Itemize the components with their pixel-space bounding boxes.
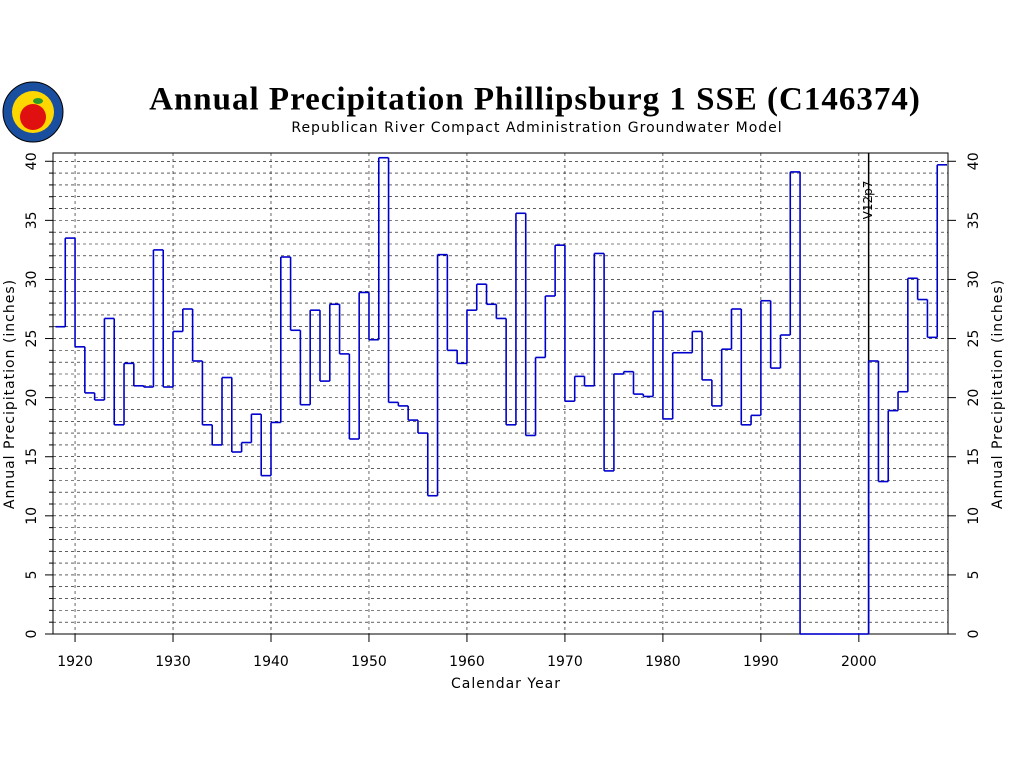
logo bbox=[2, 81, 64, 143]
y-tick-label: 30 bbox=[24, 271, 40, 289]
y2-tick-label: 10 bbox=[966, 507, 982, 525]
y2-tick-label: 5 bbox=[966, 570, 982, 579]
x-tick-label: 1960 bbox=[449, 654, 485, 670]
x-tick-label: 1990 bbox=[743, 654, 779, 670]
y2-tick-label: 25 bbox=[966, 330, 982, 348]
logo-apple bbox=[20, 104, 46, 130]
chart-title: Annual Precipitation Phillipsburg 1 SSE … bbox=[149, 82, 921, 118]
y-tick-label: 35 bbox=[24, 211, 40, 229]
y-tick-label: 10 bbox=[24, 507, 40, 525]
x-tick-label: 2000 bbox=[841, 654, 877, 670]
y2-tick-label: 15 bbox=[966, 448, 982, 466]
x-tick-label: 1930 bbox=[155, 654, 191, 670]
y-tick-label: 15 bbox=[24, 448, 40, 466]
x-axis-label: Calendar Year bbox=[451, 676, 561, 692]
x-tick-label: 1940 bbox=[253, 654, 289, 670]
y2-tick-label: 35 bbox=[966, 211, 982, 229]
y-tick-label: 25 bbox=[24, 330, 40, 348]
y-tick-label: 5 bbox=[24, 570, 40, 579]
y-axis-label: Annual Precipitation (inches) bbox=[2, 279, 18, 509]
chart-subtitle: Republican River Compact Administration … bbox=[291, 120, 782, 136]
logo-leaf bbox=[33, 98, 43, 104]
y2-tick-label: 20 bbox=[966, 389, 982, 407]
x-tick-label: 1980 bbox=[645, 654, 681, 670]
y2-tick-label: 0 bbox=[966, 630, 982, 639]
plot-frame bbox=[52, 152, 949, 635]
y-tick-label: 20 bbox=[24, 389, 40, 407]
y2-tick-label: 40 bbox=[966, 152, 982, 170]
y2-axis-label: Annual Precipitation (inches) bbox=[990, 279, 1006, 509]
annotation-label: V12p7 bbox=[861, 181, 875, 220]
y-tick-label: 40 bbox=[24, 152, 40, 170]
x-tick-label: 1950 bbox=[351, 654, 387, 670]
y2-tick-label: 30 bbox=[966, 271, 982, 289]
y-tick-label: 0 bbox=[24, 630, 40, 639]
x-tick-label: 1970 bbox=[547, 654, 583, 670]
x-tick-label: 1920 bbox=[57, 654, 93, 670]
